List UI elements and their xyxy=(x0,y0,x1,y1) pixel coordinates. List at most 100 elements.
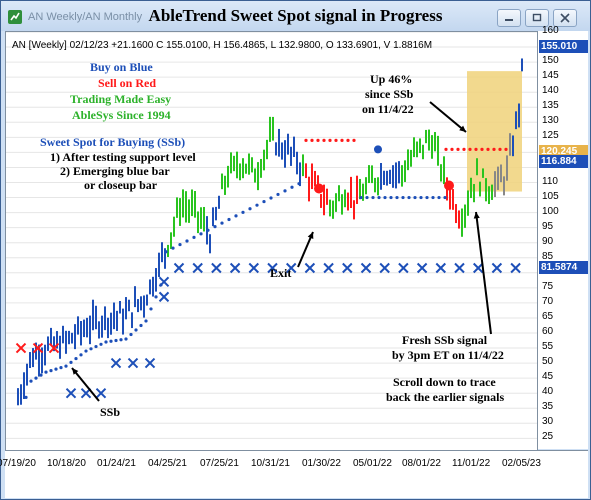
minimize-icon xyxy=(505,19,513,21)
signal-dot xyxy=(79,353,83,357)
signal-dot xyxy=(227,217,231,222)
signal-dot xyxy=(431,195,435,200)
signal-dot xyxy=(139,323,143,328)
x-mark xyxy=(416,262,428,274)
signal-dot xyxy=(413,195,417,200)
price-tick-label: 45 xyxy=(542,371,554,383)
signal-dot xyxy=(234,214,238,218)
signal-dot xyxy=(389,195,393,200)
date-tick-label: 11/01/22 xyxy=(452,458,491,469)
signal-dot xyxy=(352,138,356,142)
minimize-button[interactable] xyxy=(497,9,521,27)
price-chart[interactable] xyxy=(6,31,537,450)
app-icon xyxy=(8,10,22,24)
signal-dot xyxy=(29,379,33,383)
price-tick-label: 125 xyxy=(542,130,559,142)
exit-arrow xyxy=(297,231,314,268)
up-arrow xyxy=(429,101,467,133)
restore-icon xyxy=(532,13,542,22)
x-mark xyxy=(95,387,107,399)
signal-dot xyxy=(178,242,182,247)
price-tick-label: 145 xyxy=(542,70,559,82)
price-tick-label: 160 xyxy=(542,25,559,36)
page-title: AbleTrend Sweet Spot signal in Progress xyxy=(148,6,443,25)
price-tick-label: 70 xyxy=(542,295,554,307)
chart-tab-label[interactable]: AN Weekly/AN Monthly xyxy=(28,11,143,23)
price-tick-label: 105 xyxy=(542,190,559,202)
x-mark xyxy=(398,262,409,274)
price-badge: 155.010 xyxy=(539,40,588,54)
x-mark xyxy=(360,262,372,274)
annotation-up-2: since SSb xyxy=(365,87,414,101)
signal-dot xyxy=(480,147,484,151)
signal-dot xyxy=(407,195,411,200)
price-axis[interactable]: 1601551501451401351301251201151101051009… xyxy=(537,25,588,449)
chart-panel[interactable] xyxy=(5,31,538,451)
signal-dot xyxy=(377,195,381,200)
date-tick-label: 01/24/21 xyxy=(97,458,136,469)
signal-dot xyxy=(104,340,108,344)
exit-marker xyxy=(314,183,324,194)
annotation-up-3: on 11/4/22 xyxy=(362,102,414,116)
signal-dot xyxy=(109,339,113,343)
legend-since: AbleSys Since 1994 xyxy=(72,108,171,122)
date-tick-label: 10/18/20 xyxy=(47,458,86,469)
sweet-spot-heading: Sweet Spot for Buying (SSb) xyxy=(40,135,186,149)
date-axis[interactable]: 07/19/20 10/18/20 01/24/21 04/25/21 07/25/21… xyxy=(0,450,588,498)
restore-button[interactable] xyxy=(525,9,549,27)
sweet-spot-rule-1: 1) After testing support level xyxy=(50,150,196,164)
x-mark xyxy=(158,276,170,288)
signal-dot xyxy=(474,147,478,151)
signal-dot xyxy=(44,370,48,374)
signal-dot xyxy=(346,138,350,142)
x-mark xyxy=(173,262,185,274)
x-mark xyxy=(110,357,122,369)
sell-marker xyxy=(444,180,454,191)
signal-dot xyxy=(310,138,314,142)
signal-dot xyxy=(437,195,441,200)
price-tick-label: 60 xyxy=(542,326,554,337)
signal-dot xyxy=(129,332,133,337)
signal-dot xyxy=(269,196,273,200)
price-tick-label: 130 xyxy=(542,115,559,127)
signal-dot xyxy=(69,360,73,364)
title-bar: AN Weekly/AN Monthly AbleTrend Sweet Spo… xyxy=(1,1,590,31)
close-button[interactable] xyxy=(553,9,577,27)
x-mark xyxy=(323,262,334,274)
annotation-fresh-2: by 3pm ET on 11/4/22 xyxy=(392,348,504,362)
signal-dot xyxy=(462,147,466,151)
x-mark xyxy=(435,262,447,274)
x-mark xyxy=(229,262,241,274)
price-tick-label: 40 xyxy=(542,386,554,398)
signal-dot xyxy=(498,147,502,151)
signal-dot xyxy=(64,364,68,368)
signal-dot xyxy=(24,395,28,399)
signal-dot xyxy=(456,147,460,151)
ssb-arrow-head xyxy=(72,368,79,375)
x-mark xyxy=(454,262,465,274)
price-badge: 120.245 xyxy=(539,144,588,158)
signal-dot xyxy=(283,189,287,193)
signal-dot xyxy=(171,246,175,250)
signal-dot xyxy=(213,225,217,229)
price-tick-label: 75 xyxy=(542,280,554,292)
buy-marker xyxy=(374,145,382,154)
signal-dot xyxy=(468,147,472,151)
annotation-up-1: Up 46% xyxy=(370,72,413,86)
annotation-ssb: SSb xyxy=(100,405,121,419)
x-mark xyxy=(211,262,222,274)
signal-dot xyxy=(290,185,294,189)
signal-dot xyxy=(39,373,43,377)
price-tick-label: 65 xyxy=(542,310,554,322)
signal-dot xyxy=(206,228,210,232)
signal-dot xyxy=(504,147,508,151)
signal-dot xyxy=(124,337,128,341)
x-mark xyxy=(342,262,353,274)
signal-dot xyxy=(262,199,266,204)
price-tick-label: 25 xyxy=(542,431,554,443)
date-tick-label: 01/30/22 xyxy=(302,458,341,469)
x-mark xyxy=(144,357,156,369)
date-tick-label: 07/25/21 xyxy=(200,458,239,469)
signal-dot xyxy=(59,366,63,370)
price-tick-label: 50 xyxy=(542,356,554,368)
